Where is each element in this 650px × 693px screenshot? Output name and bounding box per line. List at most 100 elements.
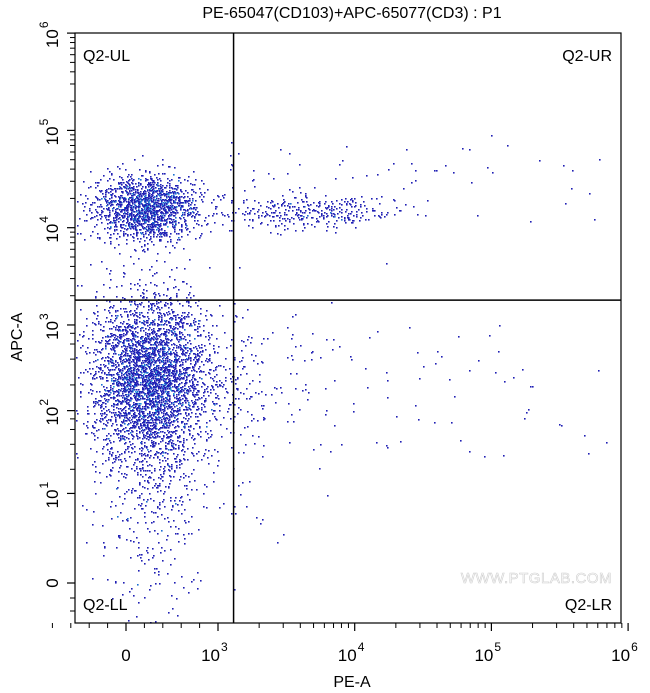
event-dot [145,228,147,230]
event-dot [148,309,150,311]
event-dot [128,198,130,200]
event-dot [120,377,122,379]
event-dot [150,394,152,396]
event-dot [99,351,101,353]
event-dot [282,203,284,205]
event-dot [366,211,368,213]
event-dot [166,329,168,331]
event-dot [172,207,174,209]
event-dot [186,301,188,303]
event-dot [201,180,203,182]
event-dot [80,233,82,235]
event-dot [141,430,143,432]
event-dot [178,198,180,200]
event-dot [124,273,126,275]
event-dot [159,218,161,220]
event-dot [161,400,163,402]
event-dot [222,195,224,197]
event-dot [157,222,159,224]
event-dot [174,188,176,190]
event-dot [284,201,286,203]
event-dot [189,208,191,210]
event-dot [171,303,173,305]
event-dot [171,435,173,437]
event-dot [119,537,121,539]
event-dot [77,233,79,235]
event-dot [115,225,117,227]
event-dot [110,374,112,376]
event-dot [303,206,305,208]
event-dot [148,451,150,453]
event-dot [111,405,113,407]
event-dot [172,440,174,442]
event-dot [212,386,214,388]
event-dot [154,319,156,321]
event-dot [187,228,189,230]
event-dot [142,297,144,299]
event-dot [121,402,123,404]
event-dot [160,376,162,378]
event-dot [153,226,155,228]
event-dot [147,403,149,405]
event-dot [191,452,193,454]
event-dot [131,370,133,372]
event-dot [165,302,167,304]
event-dot [169,199,171,201]
event-dot [163,371,165,373]
event-dot [161,307,163,309]
event-dot [180,319,182,321]
event-dot [139,357,141,359]
event-dot [141,322,143,324]
event-dot [128,388,130,390]
event-dot [156,202,158,204]
event-dot [179,479,181,481]
event-dot [170,564,172,566]
event-dot [143,430,145,432]
event-dot [142,210,144,212]
event-dot [321,215,323,217]
event-dot [215,418,217,420]
event-dot [110,385,112,387]
event-dot [111,362,113,364]
event-dot [116,345,118,347]
event-dot [170,200,172,202]
event-dot [147,449,149,451]
event-dot [100,413,102,415]
event-dot [134,362,136,364]
event-dot [125,233,127,235]
event-dot [141,347,143,349]
event-dot [184,318,186,320]
event-dot [129,368,131,370]
event-dot [167,388,169,390]
event-dot [117,434,119,436]
event-dot [353,215,355,217]
event-dot [134,211,136,213]
event-dot [289,219,291,221]
event-dot [131,381,133,383]
event-dot [118,391,120,393]
event-dot [168,311,170,313]
event-dot [156,198,158,200]
event-dot [151,440,153,442]
event-dot [203,183,205,185]
event-dot [107,449,109,451]
event-dot [142,205,144,207]
event-dot [154,273,156,275]
event-dot [147,547,149,549]
event-dot [146,208,148,210]
event-dot [117,215,119,217]
event-dot [142,199,144,201]
event-dot [258,436,260,438]
event-dot [153,202,155,204]
event-dot [171,364,173,366]
event-dot [149,359,151,361]
event-dot [127,314,129,316]
event-dot [183,438,185,440]
event-dot [145,201,147,203]
event-dot [108,374,110,376]
event-dot [160,378,162,380]
event-dot [235,379,237,381]
event-dot [103,402,105,404]
event-dot [176,359,178,361]
event-dot [145,405,147,407]
